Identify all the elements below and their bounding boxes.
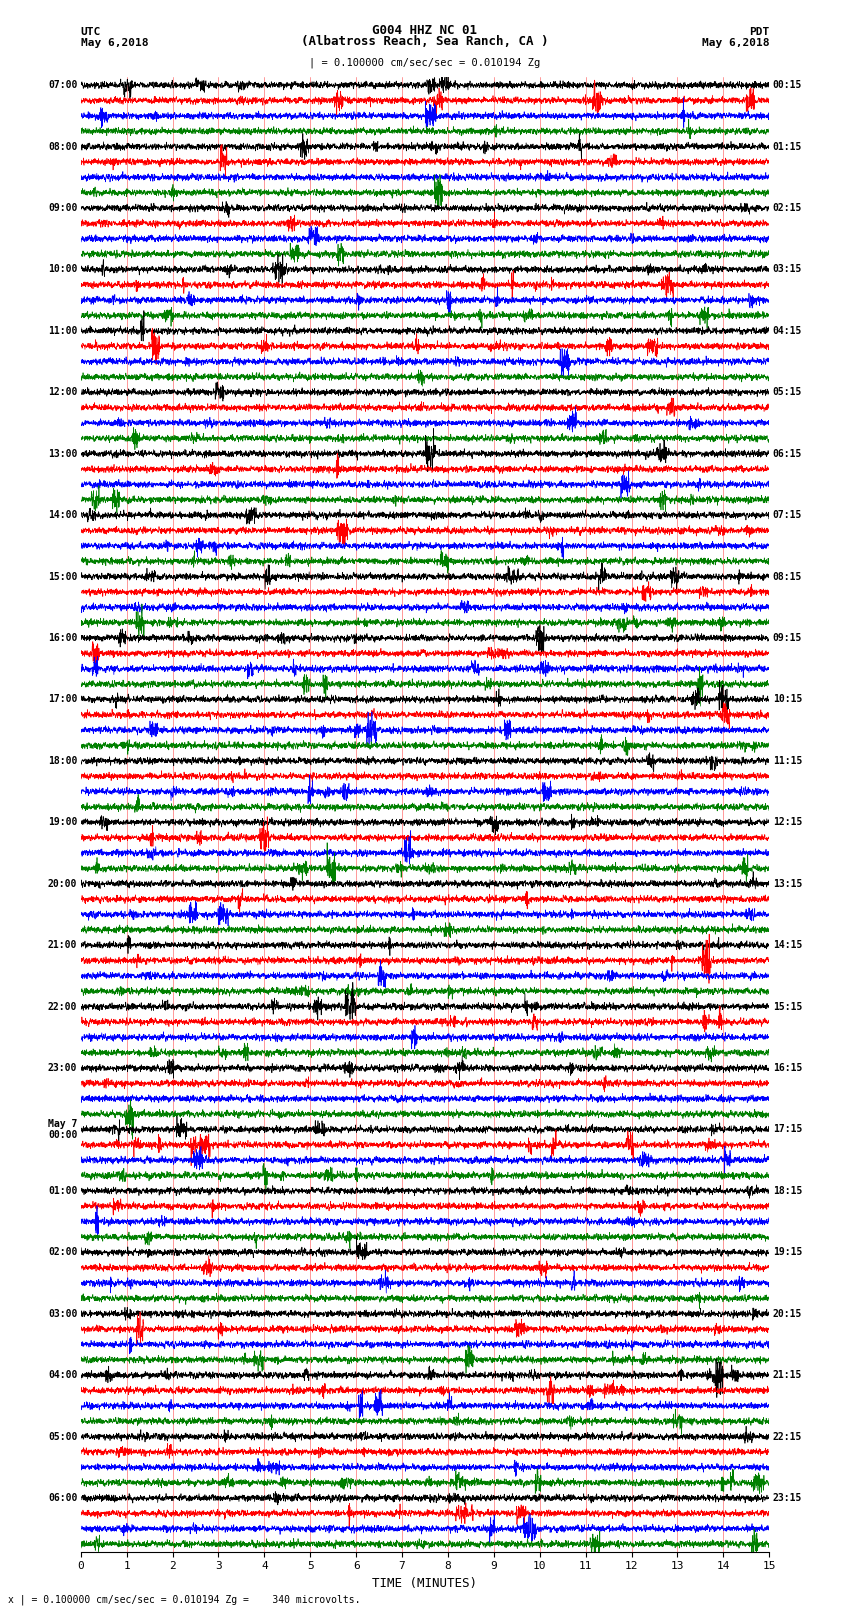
- Text: G004 HHZ NC 01: G004 HHZ NC 01: [372, 24, 478, 37]
- Text: 10:00: 10:00: [48, 265, 77, 274]
- Text: 18:15: 18:15: [773, 1186, 802, 1195]
- Text: 12:00: 12:00: [48, 387, 77, 397]
- Text: 02:00: 02:00: [48, 1247, 77, 1257]
- Text: 03:15: 03:15: [773, 265, 802, 274]
- Text: 21:15: 21:15: [773, 1369, 802, 1381]
- X-axis label: TIME (MINUTES): TIME (MINUTES): [372, 1578, 478, 1590]
- Text: 00:15: 00:15: [773, 81, 802, 90]
- Text: | = 0.100000 cm/sec/sec = 0.010194 Zg: | = 0.100000 cm/sec/sec = 0.010194 Zg: [309, 56, 541, 68]
- Text: 22:15: 22:15: [773, 1431, 802, 1442]
- Text: 16:00: 16:00: [48, 632, 77, 644]
- Text: x | = 0.100000 cm/sec/sec = 0.010194 Zg =    340 microvolts.: x | = 0.100000 cm/sec/sec = 0.010194 Zg …: [8, 1594, 361, 1605]
- Text: 16:15: 16:15: [773, 1063, 802, 1073]
- Text: 10:15: 10:15: [773, 694, 802, 705]
- Text: 03:00: 03:00: [48, 1308, 77, 1319]
- Text: 11:00: 11:00: [48, 326, 77, 336]
- Text: 06:00: 06:00: [48, 1494, 77, 1503]
- Text: 08:00: 08:00: [48, 142, 77, 152]
- Text: 22:00: 22:00: [48, 1002, 77, 1011]
- Text: 18:00: 18:00: [48, 756, 77, 766]
- Text: 09:00: 09:00: [48, 203, 77, 213]
- Text: 19:15: 19:15: [773, 1247, 802, 1257]
- Text: 13:15: 13:15: [773, 879, 802, 889]
- Text: 23:00: 23:00: [48, 1063, 77, 1073]
- Text: 05:00: 05:00: [48, 1431, 77, 1442]
- Text: 13:00: 13:00: [48, 448, 77, 458]
- Text: 12:15: 12:15: [773, 818, 802, 827]
- Text: UTC: UTC: [81, 27, 101, 37]
- Text: 06:15: 06:15: [773, 448, 802, 458]
- Text: 17:15: 17:15: [773, 1124, 802, 1134]
- Text: 19:00: 19:00: [48, 818, 77, 827]
- Text: 01:00: 01:00: [48, 1186, 77, 1195]
- Text: 14:15: 14:15: [773, 940, 802, 950]
- Text: 07:00: 07:00: [48, 81, 77, 90]
- Text: 01:15: 01:15: [773, 142, 802, 152]
- Text: (Albatross Reach, Sea Ranch, CA ): (Albatross Reach, Sea Ranch, CA ): [301, 35, 549, 48]
- Text: May 7
00:00: May 7 00:00: [48, 1118, 77, 1140]
- Text: 02:15: 02:15: [773, 203, 802, 213]
- Text: 20:15: 20:15: [773, 1308, 802, 1319]
- Text: 07:15: 07:15: [773, 510, 802, 519]
- Text: May 6,2018: May 6,2018: [81, 39, 148, 48]
- Text: 09:15: 09:15: [773, 632, 802, 644]
- Text: 14:00: 14:00: [48, 510, 77, 519]
- Text: 15:00: 15:00: [48, 571, 77, 582]
- Text: 15:15: 15:15: [773, 1002, 802, 1011]
- Text: 21:00: 21:00: [48, 940, 77, 950]
- Text: 17:00: 17:00: [48, 694, 77, 705]
- Text: 08:15: 08:15: [773, 571, 802, 582]
- Text: 04:00: 04:00: [48, 1369, 77, 1381]
- Text: PDT: PDT: [749, 27, 769, 37]
- Text: 05:15: 05:15: [773, 387, 802, 397]
- Text: 11:15: 11:15: [773, 756, 802, 766]
- Text: 20:00: 20:00: [48, 879, 77, 889]
- Text: May 6,2018: May 6,2018: [702, 39, 769, 48]
- Text: 23:15: 23:15: [773, 1494, 802, 1503]
- Text: 04:15: 04:15: [773, 326, 802, 336]
